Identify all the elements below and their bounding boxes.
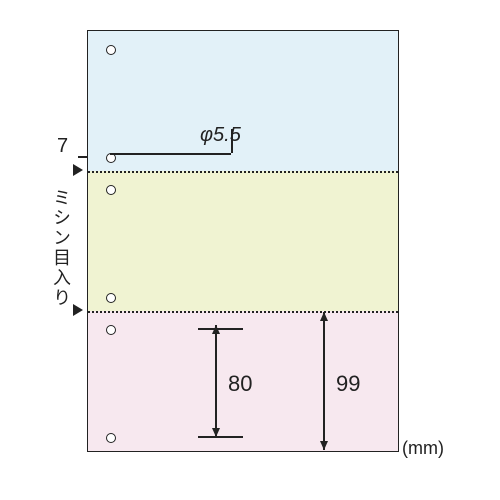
dim-80-arrow-up-icon <box>212 325 220 334</box>
dim-80-line <box>215 325 217 437</box>
dim-99-value: 99 <box>336 371 360 397</box>
dim-99-arrow-up-icon <box>320 312 328 321</box>
perforation-line-1 <box>88 171 398 173</box>
panel-top <box>88 31 398 171</box>
punch-hole <box>106 153 116 163</box>
punch-hole <box>106 293 116 303</box>
margin-7-tick <box>78 156 87 158</box>
perforation-line-2 <box>88 311 398 313</box>
punch-hole <box>106 45 116 55</box>
perf-pointer-icon <box>73 164 83 176</box>
dim-80-value: 80 <box>228 371 252 397</box>
dim-80-tick-top <box>198 328 243 330</box>
dim-99-arrow-down-icon <box>320 441 328 450</box>
paper-sheet: φ5.5 80 99 <box>87 30 399 452</box>
dim-80-tick-bot <box>198 436 243 438</box>
punch-hole <box>106 185 116 195</box>
perforation-label: ミシン目入り <box>48 188 74 308</box>
unit-label: (mm) <box>402 438 444 459</box>
hole-callout-line <box>110 153 231 155</box>
margin-7-label: 7 <box>57 135 68 158</box>
panel-middle <box>88 171 398 311</box>
dim-99-line <box>323 312 325 450</box>
punch-hole <box>106 325 116 335</box>
perf-pointer-icon <box>73 304 83 316</box>
punch-hole <box>106 433 116 443</box>
hole-diameter-label: φ5.5 <box>200 124 241 147</box>
